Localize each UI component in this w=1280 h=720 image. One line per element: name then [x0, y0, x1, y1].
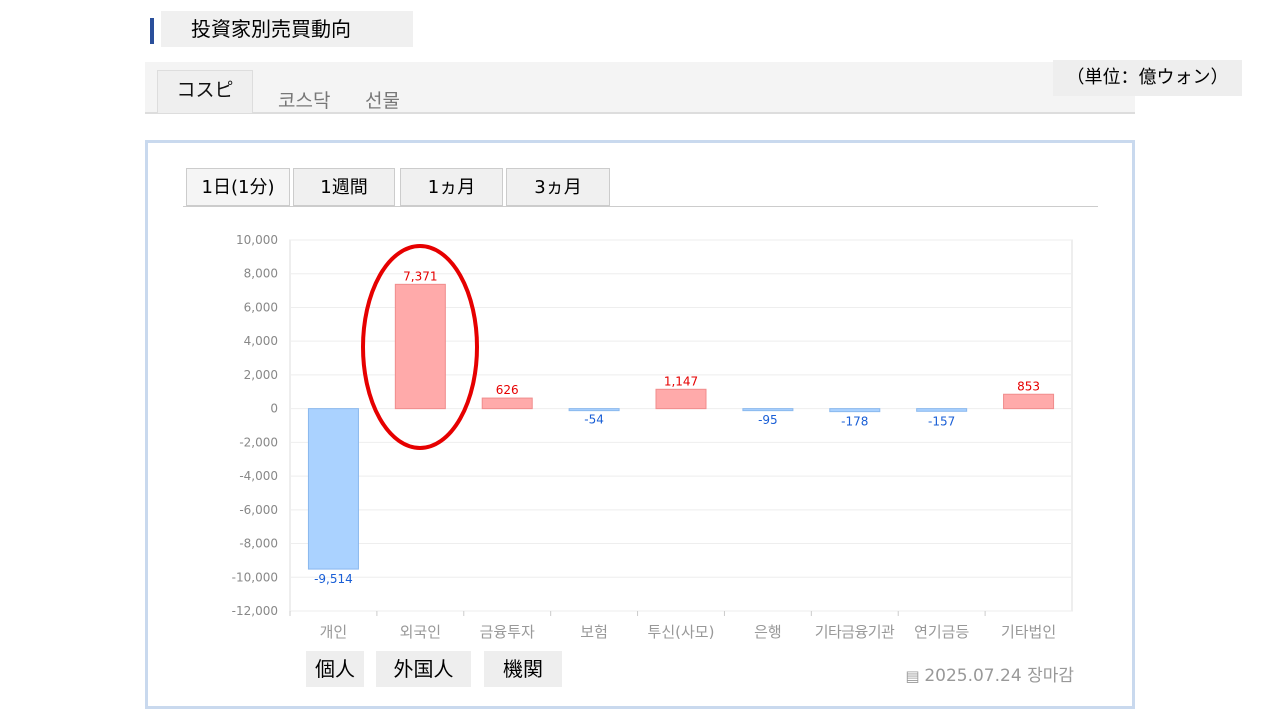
data-label: -54 [584, 413, 604, 427]
tab-1day[interactable]: 1日(1分) [186, 168, 290, 206]
legend-institution: 機関 [484, 651, 562, 687]
bar [1003, 393, 1055, 410]
date-text: 2025.07.24 장마감 [924, 666, 1074, 686]
legend-foreign: 外国人 [376, 651, 471, 687]
y-tick-label: 2,000 [244, 368, 278, 382]
x-tick-label: 은행 [754, 623, 782, 641]
y-tick-label: -8,000 [239, 537, 278, 551]
tab-futures[interactable]: 선물 [365, 90, 400, 112]
tab-3month[interactable]: 3ヵ月 [506, 168, 610, 206]
data-label: 1,147 [664, 374, 698, 388]
data-label: 7,371 [403, 269, 437, 283]
data-label: -9,514 [314, 572, 353, 586]
highlight-ellipse [361, 244, 479, 450]
data-label: 853 [1017, 379, 1040, 393]
tab-1month[interactable]: 1ヵ月 [400, 168, 503, 206]
calendar-icon: ▤ [905, 667, 925, 685]
market-tabs: コスピ 코스닥 선물 [145, 62, 1135, 114]
bar [742, 408, 794, 412]
bar [568, 408, 620, 412]
x-tick-label: 금융투자 [480, 623, 535, 641]
y-tick-label: -2,000 [239, 435, 278, 449]
x-tick-label: 연기금등 [914, 623, 969, 641]
y-tick-label: -10,000 [232, 570, 278, 584]
x-tick-label: 보험 [580, 623, 608, 641]
x-tick-label: 투신(사모) [648, 623, 715, 641]
y-tick-label: -6,000 [239, 503, 278, 517]
date-label: ▤ 2025.07.24 장마감 [905, 661, 1074, 686]
y-tick-label: 6,000 [244, 300, 278, 314]
x-tick-label: 개인 [320, 623, 348, 641]
data-label: 626 [496, 383, 519, 397]
data-label: -95 [758, 413, 778, 427]
tab-1week[interactable]: 1週間 [293, 168, 395, 206]
bar [394, 283, 446, 410]
x-tick-label: 기타금융기관 [815, 623, 895, 641]
bar [916, 408, 968, 412]
bar [481, 397, 533, 410]
y-tick-label: 0 [270, 402, 278, 416]
y-tick-label: 4,000 [244, 334, 278, 348]
y-tick-label: 10,000 [236, 233, 278, 247]
page-title: 投資家別売買動向 [161, 11, 413, 47]
tab-divider [183, 206, 1098, 207]
title-accent-bar [150, 18, 154, 44]
tab-kosdaq[interactable]: 코스닥 [278, 90, 331, 112]
tab-kospi[interactable]: コスピ [157, 70, 253, 113]
y-tick-label: 8,000 [244, 267, 278, 281]
bar [655, 388, 707, 410]
x-tick-label: 기타법인 [1001, 623, 1056, 641]
data-label: -178 [841, 415, 868, 429]
legend-individual: 個人 [306, 651, 364, 687]
data-label: -157 [928, 414, 955, 428]
bar [307, 408, 359, 570]
y-tick-label: -4,000 [239, 469, 278, 483]
y-tick-label: -12,000 [232, 604, 278, 618]
bar [829, 408, 881, 413]
unit-label: （単位：億ウォン） [1053, 60, 1242, 96]
x-tick-label: 외국인 [400, 623, 441, 641]
